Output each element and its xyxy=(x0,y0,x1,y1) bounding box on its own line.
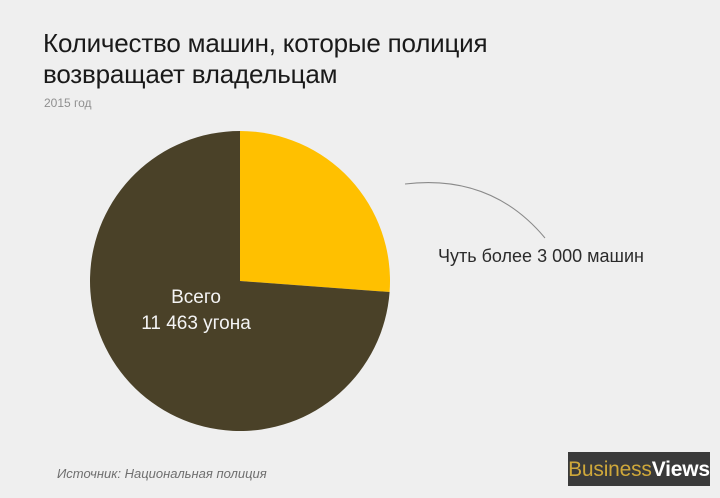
brand-logo-part-1: Business xyxy=(568,457,652,481)
chart-title-line-1: Количество машин, которые полиция xyxy=(43,28,488,58)
pie-slices-group xyxy=(90,131,390,431)
callout-label: Чуть более 3 000 машин xyxy=(438,246,644,266)
total-label-line-2: 11 463 угона xyxy=(141,313,251,334)
chart-title: Количество машин, которые полиция возвра… xyxy=(43,28,563,90)
pie-annotations-group: Чуть более 3 000 машин Всего 11 463 угона xyxy=(141,182,644,334)
source-note: Источник: Национальная полиция xyxy=(57,466,267,481)
callout-leader-line xyxy=(404,182,546,239)
brand-logo: Business Views xyxy=(568,452,710,486)
chart-subtitle: 2015 год xyxy=(44,96,92,110)
chart-title-line-2: возвращает владельцам xyxy=(43,59,338,89)
brand-logo-part-2: Views xyxy=(651,457,710,481)
pie-slice-returned xyxy=(240,131,390,293)
total-label-line-1: Всего xyxy=(171,287,221,308)
pie-slice-remaining xyxy=(90,131,390,431)
